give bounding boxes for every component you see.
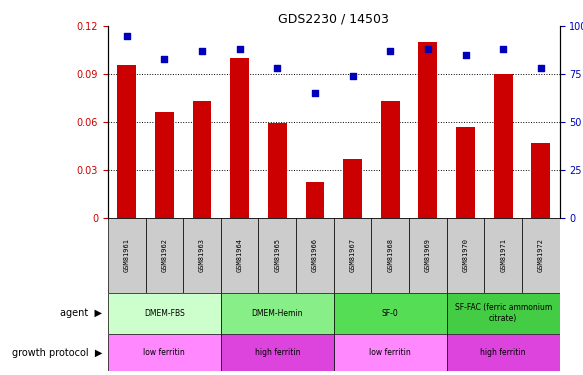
Bar <box>522 217 560 292</box>
Point <box>122 33 131 39</box>
Point <box>235 46 244 52</box>
Bar <box>456 127 475 218</box>
Point <box>461 52 470 58</box>
Text: high ferritin: high ferritin <box>480 348 526 357</box>
Bar <box>221 217 258 292</box>
Point <box>498 46 508 52</box>
Point <box>536 65 546 71</box>
Text: SF-FAC (ferric ammonium
citrate): SF-FAC (ferric ammonium citrate) <box>455 303 552 323</box>
Text: DMEM-FBS: DMEM-FBS <box>144 309 185 318</box>
Bar <box>192 101 212 217</box>
Bar <box>117 64 136 218</box>
Text: GSM81966: GSM81966 <box>312 238 318 272</box>
Bar <box>230 58 249 217</box>
Bar <box>183 217 221 292</box>
Bar <box>447 334 560 371</box>
Text: GSM81967: GSM81967 <box>350 238 356 272</box>
Text: low ferritin: low ferritin <box>143 348 185 357</box>
Bar <box>419 42 437 218</box>
Bar <box>333 217 371 292</box>
Point <box>310 90 319 96</box>
Text: GSM81964: GSM81964 <box>237 238 243 272</box>
Point <box>423 46 433 52</box>
Bar <box>146 217 183 292</box>
Bar <box>484 217 522 292</box>
Bar <box>296 217 333 292</box>
Bar <box>155 112 174 218</box>
Bar <box>371 217 409 292</box>
Point <box>385 48 395 54</box>
Bar <box>221 292 333 334</box>
Bar <box>447 292 560 334</box>
Bar <box>447 217 484 292</box>
Bar <box>333 334 447 371</box>
Point <box>348 73 357 79</box>
Text: GSM81965: GSM81965 <box>274 238 280 272</box>
Text: low ferritin: low ferritin <box>370 348 411 357</box>
Bar <box>532 142 550 218</box>
Bar <box>258 217 296 292</box>
Text: agent  ▶: agent ▶ <box>60 308 102 318</box>
Text: high ferritin: high ferritin <box>255 348 300 357</box>
Point <box>273 65 282 71</box>
Text: DMEM-Hemin: DMEM-Hemin <box>251 309 303 318</box>
Point <box>197 48 206 54</box>
Bar <box>108 292 221 334</box>
Bar <box>268 123 287 218</box>
Text: GSM81972: GSM81972 <box>538 238 544 272</box>
Text: SF-0: SF-0 <box>382 309 399 318</box>
Bar <box>494 74 512 217</box>
Text: GSM81963: GSM81963 <box>199 238 205 272</box>
Text: GSM81971: GSM81971 <box>500 238 506 272</box>
Bar <box>333 292 447 334</box>
Text: GSM81961: GSM81961 <box>124 238 129 272</box>
Bar <box>305 183 324 218</box>
Text: GSM81969: GSM81969 <box>425 238 431 272</box>
Bar <box>409 217 447 292</box>
Title: GDS2230 / 14503: GDS2230 / 14503 <box>278 12 389 25</box>
Text: GSM81970: GSM81970 <box>462 238 469 272</box>
Point <box>160 56 169 62</box>
Text: GSM81968: GSM81968 <box>387 238 394 272</box>
Bar <box>343 159 362 218</box>
Text: GSM81962: GSM81962 <box>161 238 167 272</box>
Text: growth protocol  ▶: growth protocol ▶ <box>12 348 102 357</box>
Bar <box>221 334 333 371</box>
Bar <box>108 217 146 292</box>
Bar <box>381 101 400 217</box>
Bar <box>108 334 221 371</box>
